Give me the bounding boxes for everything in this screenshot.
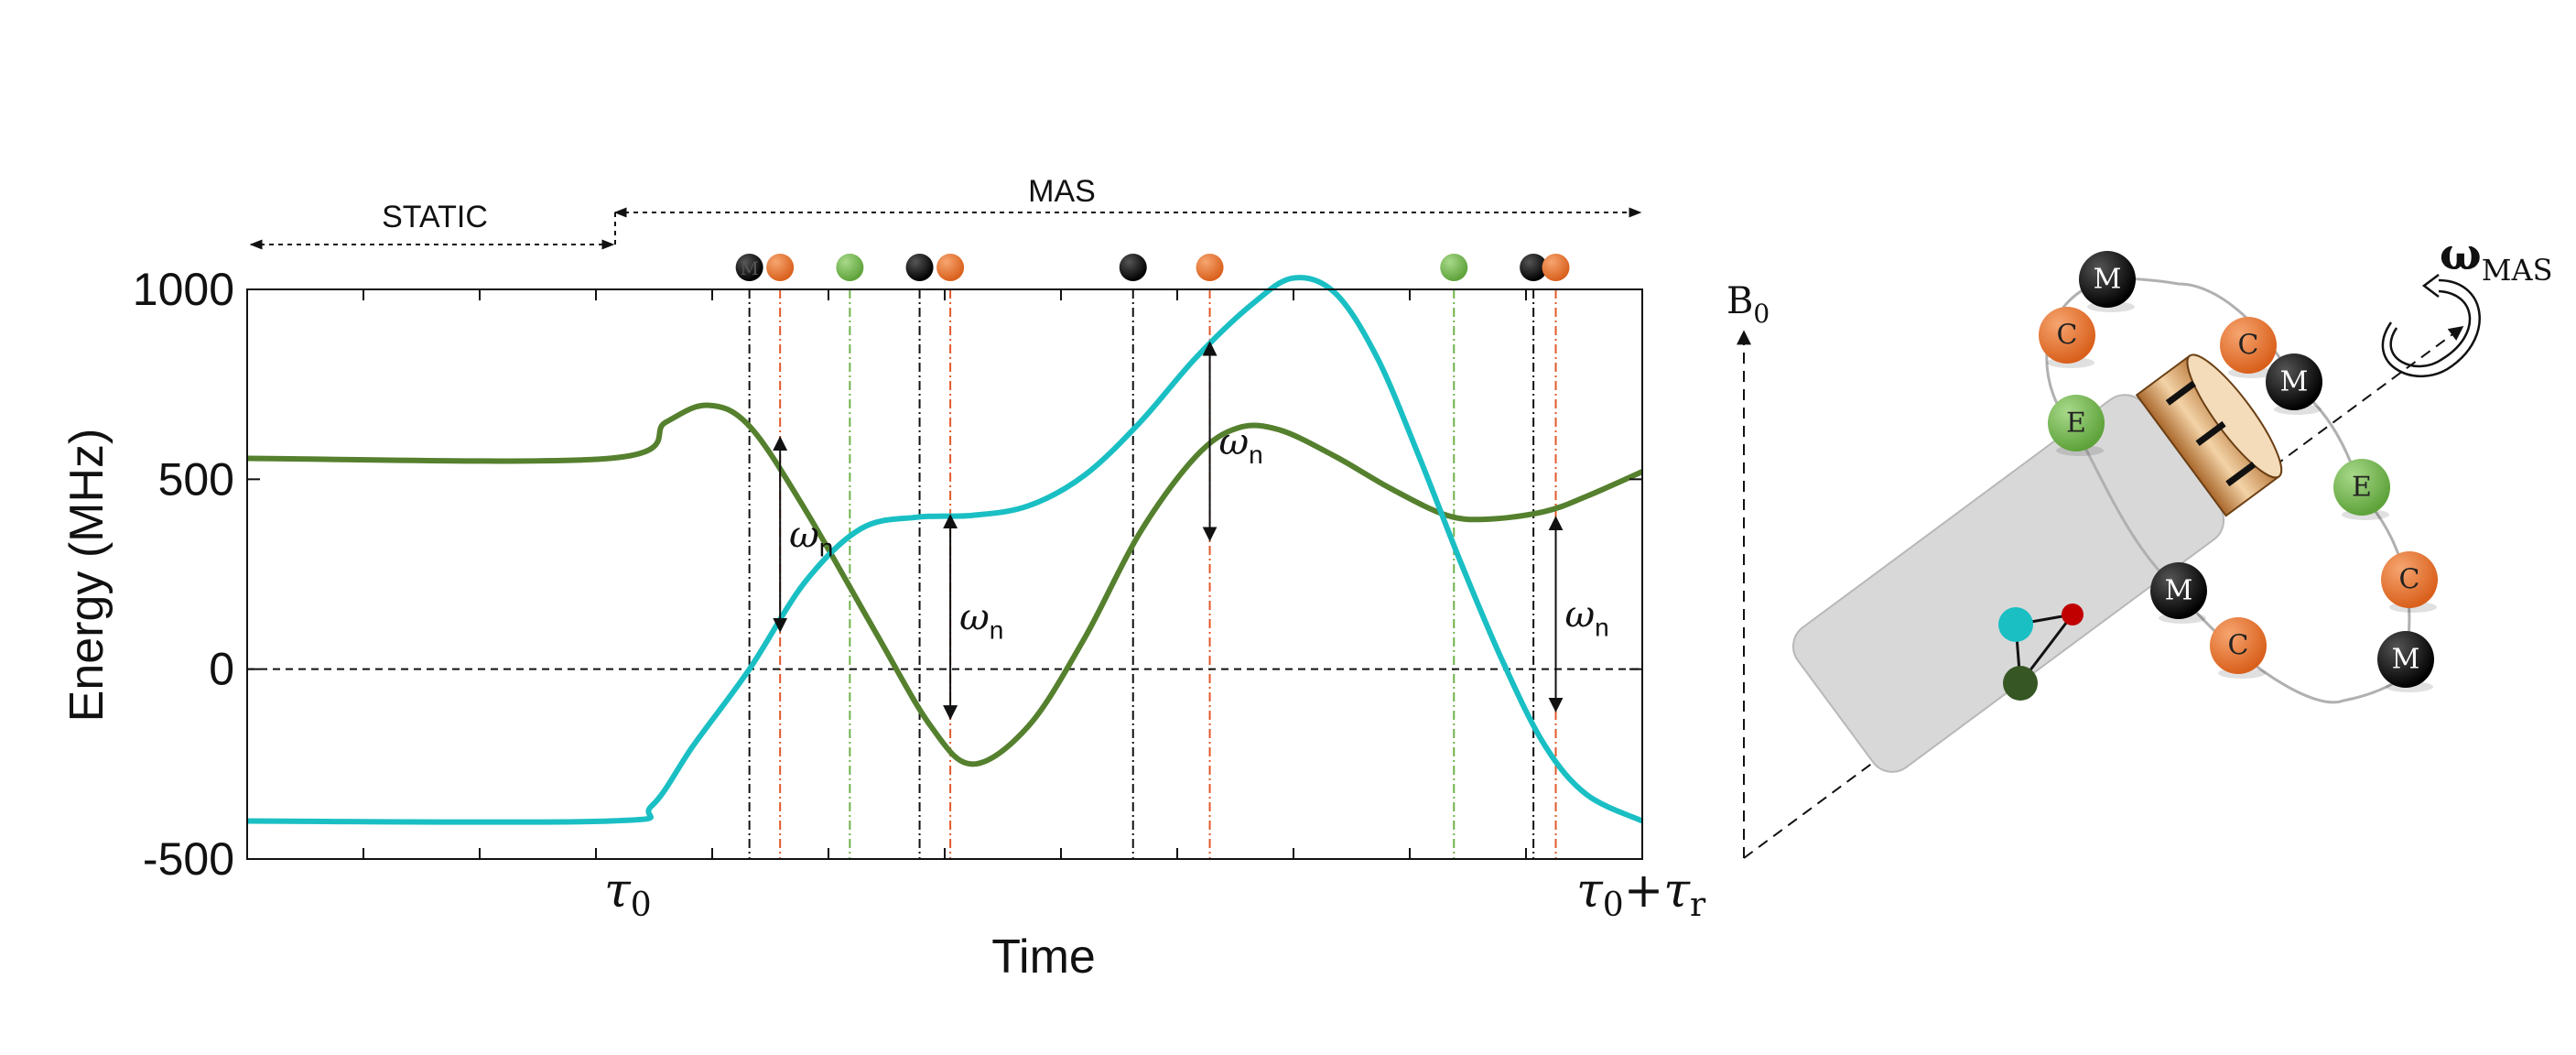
omega-mas-label: ωMAS: [2440, 229, 2553, 288]
ring-node-orange: C: [2210, 617, 2267, 679]
event-dot-orange: [936, 254, 965, 281]
event-dot-label: M: [740, 257, 758, 279]
gap-label: ωn: [1565, 594, 1609, 642]
event-dot-black: [1520, 254, 1548, 281]
event-dot-black: [905, 254, 934, 281]
rotation-icon: [2381, 274, 2481, 378]
event-dot-light_green: [836, 254, 864, 281]
event-lines: [748, 289, 1557, 859]
rotor: [1791, 353, 2283, 773]
ring-node-orange: C: [2039, 307, 2095, 368]
ring-node-orange: C: [2381, 551, 2438, 613]
event-dot-orange: [766, 254, 795, 281]
molecule-icon: [1998, 604, 2084, 701]
ring-node-letter: M: [2165, 575, 2193, 607]
gap-label: ωn: [789, 514, 833, 561]
ring-node-black: M: [2266, 353, 2322, 415]
series-line-cyan: [246, 275, 1644, 825]
ring-node-letter: C: [2399, 564, 2420, 596]
ring-node-orange: C: [2220, 317, 2277, 378]
mas-label: MAS: [1028, 174, 1096, 209]
series-line-green: [246, 402, 1644, 767]
gap-label: ωn: [959, 597, 1003, 645]
ring-node-letter: C: [2228, 630, 2249, 662]
event-dot-black: [1119, 254, 1147, 281]
x-tick-label-end: τ0+τr: [1576, 864, 1706, 924]
x-tick-label-tau0: τ0: [604, 864, 652, 924]
event-dots: M: [735, 254, 1570, 281]
ring-node-letter: M: [2392, 644, 2420, 676]
gap-arrows: ωn ωn ωn ωn: [773, 341, 1609, 721]
y-ticks: -500 0 500 1000: [133, 264, 1642, 885]
mas-region: MAS: [613, 174, 1642, 245]
y-tick-label: 0: [209, 644, 234, 695]
ring-node-letter: E: [2352, 472, 2372, 504]
ring-node-letter: M: [2280, 366, 2309, 398]
ring-node-letter: M: [2094, 264, 2122, 296]
y-tick-label: -500: [143, 833, 234, 885]
ring-node-light_green: E: [2333, 459, 2390, 520]
rotor-cap: [2135, 353, 2283, 517]
gap-label: ωn: [1219, 421, 1263, 469]
y-axis-title: Energy (MHz): [60, 429, 114, 723]
ring-node-black: M: [2079, 251, 2136, 312]
ring-node-black: M: [2150, 562, 2207, 624]
ring-node-light_green: E: [2048, 395, 2105, 456]
static-region: STATIC: [249, 200, 615, 250]
y-tick-label: 1000: [133, 264, 234, 315]
event-dot-orange: [1542, 254, 1570, 281]
y-tick-label: 500: [158, 453, 234, 505]
plot-frame: [246, 288, 1643, 860]
event-dot-light_green: [1440, 254, 1468, 281]
static-label: STATIC: [382, 200, 488, 234]
chart: STATIC MAS M ωn ωn ωn ωn -500 0 500 1000 τ0 τ0…: [60, 174, 1706, 984]
x-axis-title: Time: [991, 930, 1096, 984]
ring-node-letter: C: [2238, 330, 2259, 362]
b0-label: B0: [1726, 280, 1770, 329]
ring-node-letter: E: [2066, 408, 2086, 440]
ring-node-black: M: [2377, 631, 2434, 692]
x-ticks: [246, 289, 1643, 859]
ring-node-letter: C: [2057, 320, 2078, 352]
event-dot-black: [735, 254, 763, 281]
event-dot-orange: [1196, 254, 1224, 281]
series-group: [246, 275, 1644, 825]
